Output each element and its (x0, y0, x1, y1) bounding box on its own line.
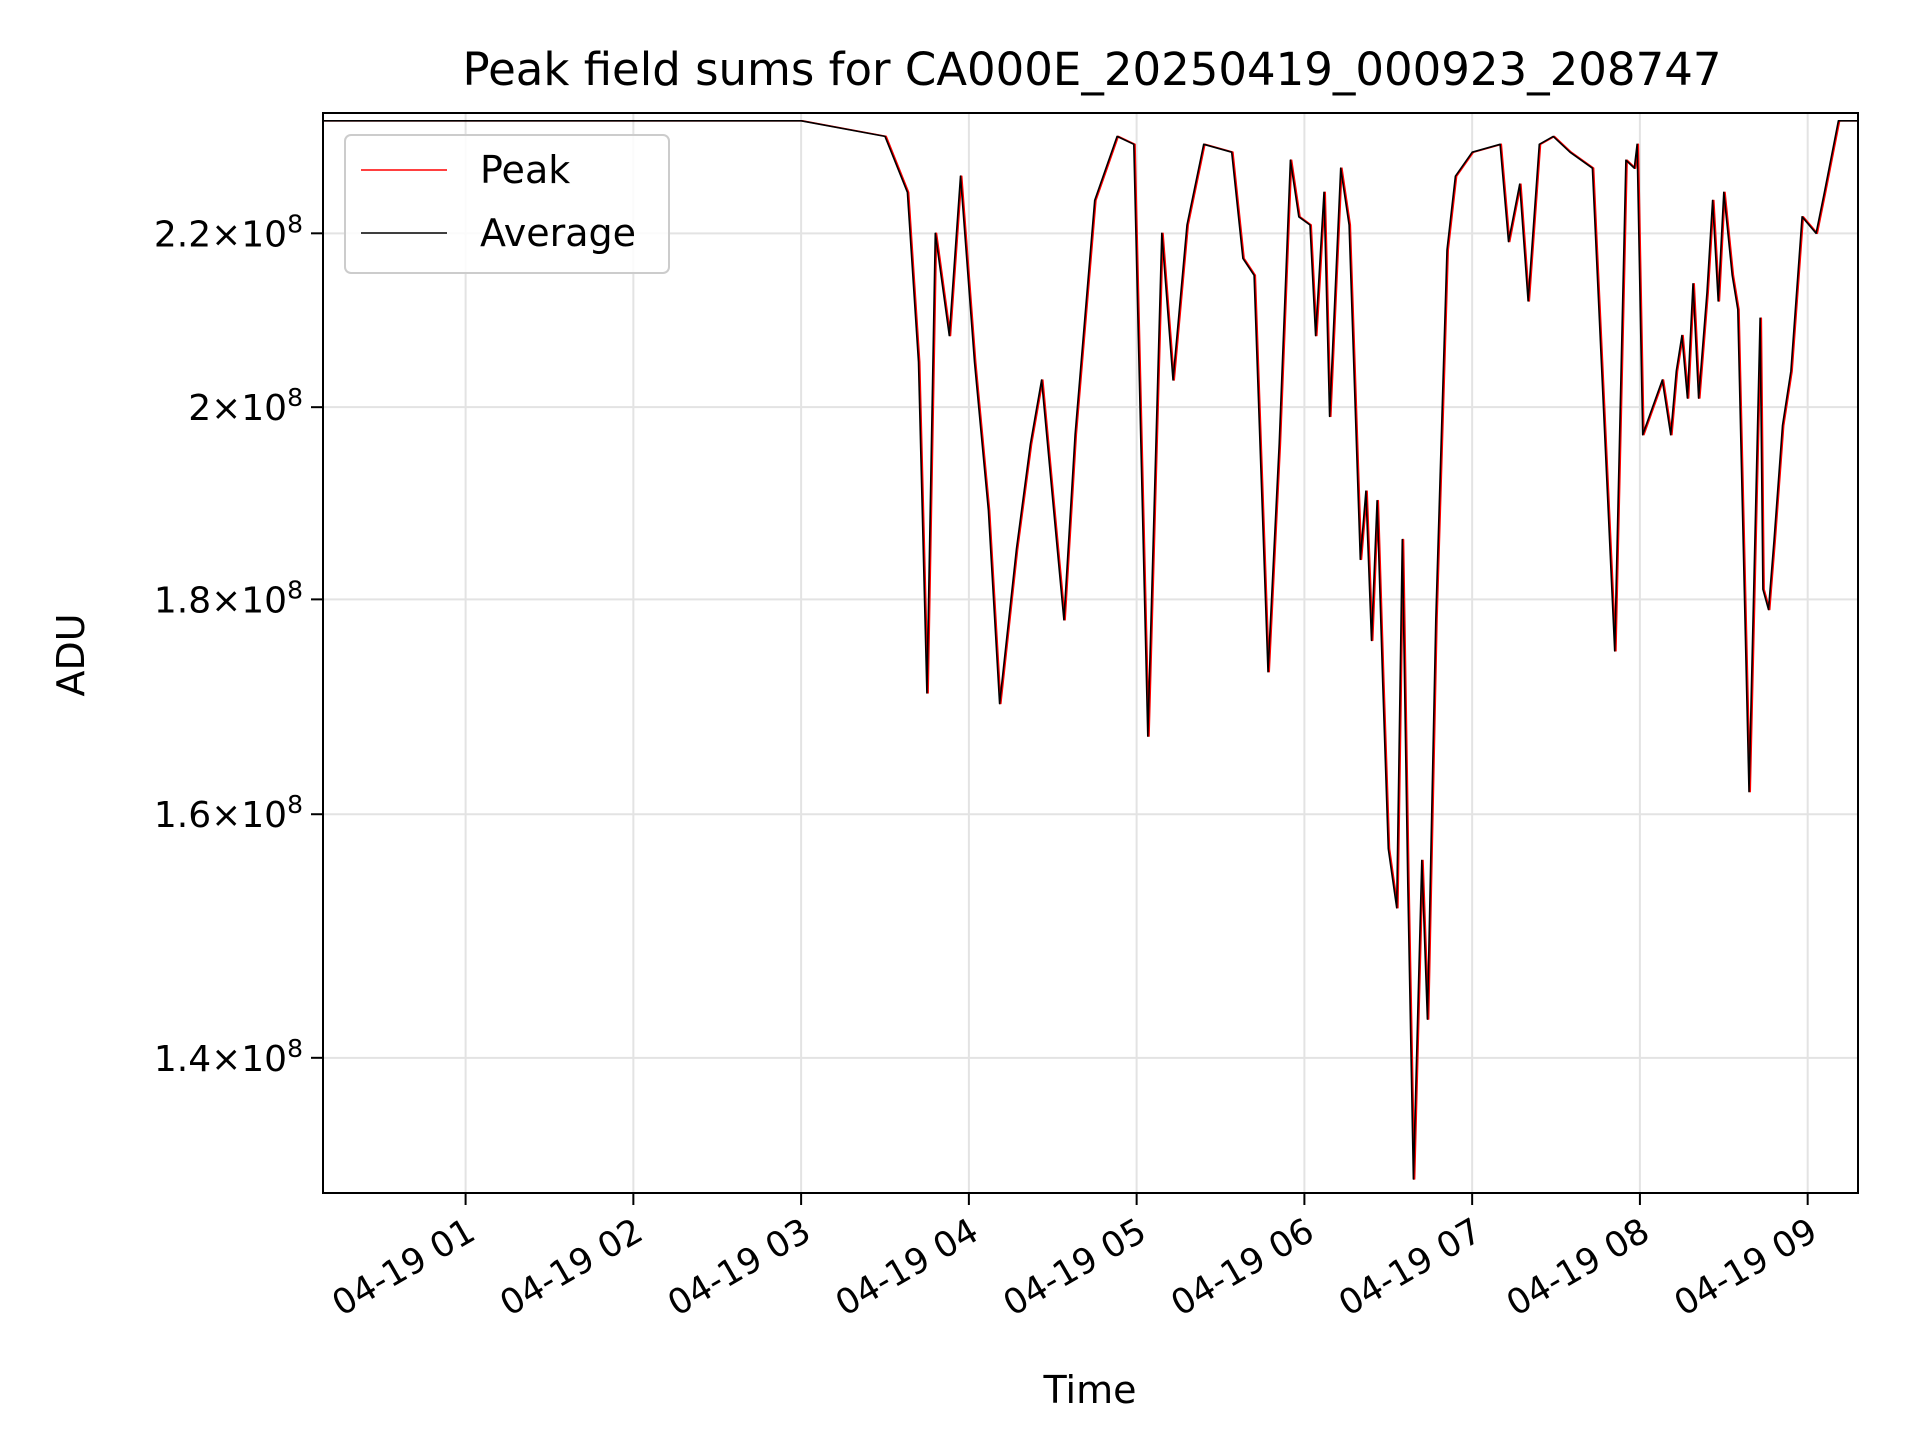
y-axis-label: ADU (49, 613, 93, 696)
legend-label-average: Average (480, 211, 636, 255)
y-axis-ticks: 1.4×108 1.6×108 1.8×108 2×108 2.2×108 (154, 209, 323, 1080)
series-lines (323, 120, 1858, 1180)
y-tick-label: 1.8×108 (154, 575, 303, 621)
y-tick-label: 2×108 (188, 383, 303, 429)
y-tick-label: 1.6×108 (154, 790, 303, 836)
legend-label-peak: Peak (480, 148, 570, 192)
plot-frame (322, 112, 1859, 1194)
series-line-average (323, 120, 1858, 1180)
x-axis-label: Time (1043, 1368, 1137, 1412)
y-tick-label: 2.2×108 (154, 209, 303, 255)
series-line-peak (324, 120, 1858, 1180)
legend: Peak Average (344, 134, 670, 274)
y-tick-label: 1.4×108 (154, 1034, 303, 1080)
chart-title: Peak field sums for CA000E_20250419_0009… (463, 43, 1722, 96)
